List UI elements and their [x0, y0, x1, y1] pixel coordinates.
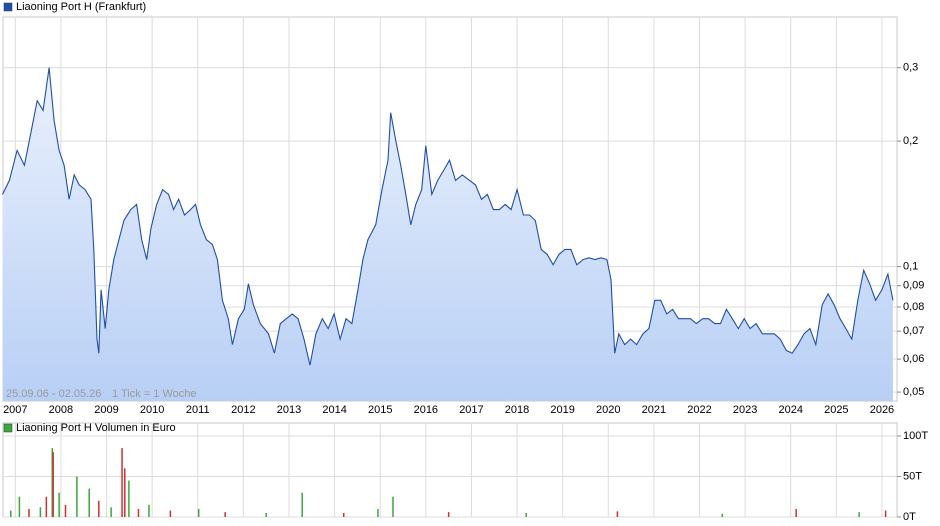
volume-bar [45, 496, 48, 517]
x-tick-label: 2022 [687, 404, 711, 416]
volume-bar [110, 507, 112, 517]
volume-bar [98, 500, 100, 517]
volume-bar [124, 468, 126, 517]
volume-bar [197, 508, 200, 517]
volume-bar [137, 508, 140, 517]
volume-bar [224, 512, 226, 517]
x-tick-label: 2012 [231, 404, 255, 416]
volume-bar [616, 511, 619, 517]
x-tick-label: 2009 [94, 404, 118, 416]
x-tick-label: 2015 [368, 404, 392, 416]
volume-bar [377, 508, 379, 517]
volume-bar [301, 492, 303, 517]
volume-bar [148, 504, 150, 517]
y-tick-label: 100T [903, 430, 928, 442]
volume-bar [76, 476, 78, 517]
price-line [2, 67, 894, 366]
volume-bar [447, 512, 450, 517]
plot-frame [2, 422, 898, 518]
y-tick-label: 0,2 [903, 135, 918, 147]
volume-bar [121, 448, 123, 517]
x-tick-label: 2021 [642, 404, 666, 416]
volume-bar [58, 492, 60, 517]
volume-bar [64, 504, 67, 517]
x-tick-label: 2018 [505, 404, 529, 416]
volume-bar [342, 512, 345, 517]
volume-bar [169, 510, 172, 517]
y-tick-label: 0,3 [903, 62, 918, 74]
x-tick-label: 2014 [322, 404, 346, 416]
legend-label: Liaoning Port H Volumen in Euro [16, 422, 176, 434]
y-tick-label: 0,08 [903, 301, 924, 313]
legend-swatch [3, 423, 13, 433]
x-tick-label: 2008 [49, 404, 73, 416]
y-tick-label: 0,07 [903, 325, 924, 337]
volume-bar [884, 510, 887, 517]
volume-bar [52, 452, 54, 517]
volume-bar [795, 508, 797, 517]
x-tick-label: 2011 [186, 404, 210, 416]
x-tick-label: 2017 [459, 404, 483, 416]
x-tick-label: 2024 [778, 404, 802, 416]
volume-bar [858, 512, 860, 517]
y-tick-label: 0,06 [903, 353, 924, 365]
volume-bar [88, 488, 90, 517]
volume-bar [39, 507, 42, 517]
volume-bar [18, 496, 21, 517]
volume-bar [265, 512, 267, 517]
x-tick-label: 2020 [596, 404, 620, 416]
annotation: 1 Tick = 1 Woche [112, 388, 196, 400]
volume-bar [721, 513, 724, 517]
x-tick-label: 2016 [414, 404, 438, 416]
volume-bar [525, 512, 527, 517]
y-tick-label: 0,09 [903, 280, 924, 292]
volume-bar [392, 496, 394, 517]
x-tick-label: 2026 [870, 404, 894, 416]
area-fill [2, 67, 893, 401]
volume-bar [28, 508, 30, 517]
x-tick-label: 2019 [550, 404, 574, 416]
legend-swatch [3, 2, 13, 12]
y-tick-label: 0,1 [903, 261, 918, 273]
x-tick-label: 2013 [277, 404, 301, 416]
annotation: 25.09.06 - 02.05.26 [6, 388, 101, 400]
volume-bar [51, 448, 54, 517]
volume-bar [128, 480, 130, 517]
y-tick-label: 50T [903, 470, 922, 482]
x-tick-label: 2007 [3, 404, 27, 416]
x-tick-label: 2025 [824, 404, 848, 416]
y-tick-label: 0T [903, 511, 916, 523]
x-tick-label: 2023 [733, 404, 757, 416]
volume-bar [10, 510, 12, 517]
x-tick-label: 2010 [140, 404, 164, 416]
legend-label: Liaoning Port H (Frankfurt) [16, 1, 146, 13]
y-tick-label: 0,05 [903, 386, 924, 398]
